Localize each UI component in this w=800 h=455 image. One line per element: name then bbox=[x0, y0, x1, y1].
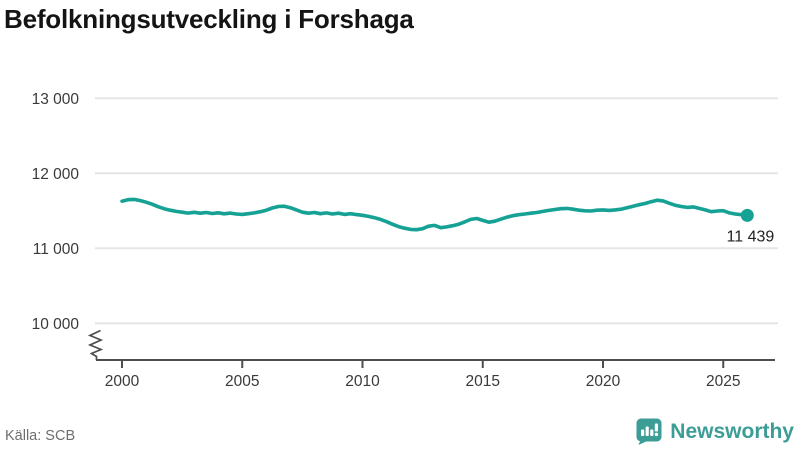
brand-name: Newsworthy bbox=[670, 419, 794, 443]
x-tick-label: 2005 bbox=[225, 373, 259, 390]
y-tick-label: 11 000 bbox=[33, 241, 80, 258]
page-title: Befolkningsutveckling i Forshaga bbox=[4, 4, 414, 34]
y-tick-label: 12 000 bbox=[32, 166, 80, 183]
y-tick-label: 13 000 bbox=[32, 91, 80, 108]
x-tick-label: 2015 bbox=[466, 373, 500, 390]
exclamation-bar bbox=[655, 423, 659, 432]
newsworthy-logo: Newsworthy bbox=[634, 417, 794, 446]
exclamation-dot bbox=[654, 432, 659, 437]
bar-2 bbox=[645, 426, 650, 436]
end-value-label: 11 439 bbox=[727, 228, 775, 245]
end-point-dot bbox=[740, 208, 754, 222]
bubble-shape bbox=[636, 418, 662, 445]
axis-break-symbol bbox=[87, 329, 104, 360]
x-tick-label: 2000 bbox=[105, 373, 140, 390]
bar-1 bbox=[641, 429, 645, 436]
y-tick-label: 10 000 bbox=[32, 316, 80, 333]
newsworthy-bubble-barchart-icon bbox=[636, 418, 662, 445]
x-tick-label: 2010 bbox=[345, 373, 380, 390]
x-tick-label: 2025 bbox=[706, 373, 740, 390]
source-label: Källa: SCB bbox=[5, 428, 76, 444]
x-tick-label: 2020 bbox=[586, 373, 621, 390]
population-line bbox=[120, 197, 750, 232]
bar-3 bbox=[650, 429, 654, 436]
